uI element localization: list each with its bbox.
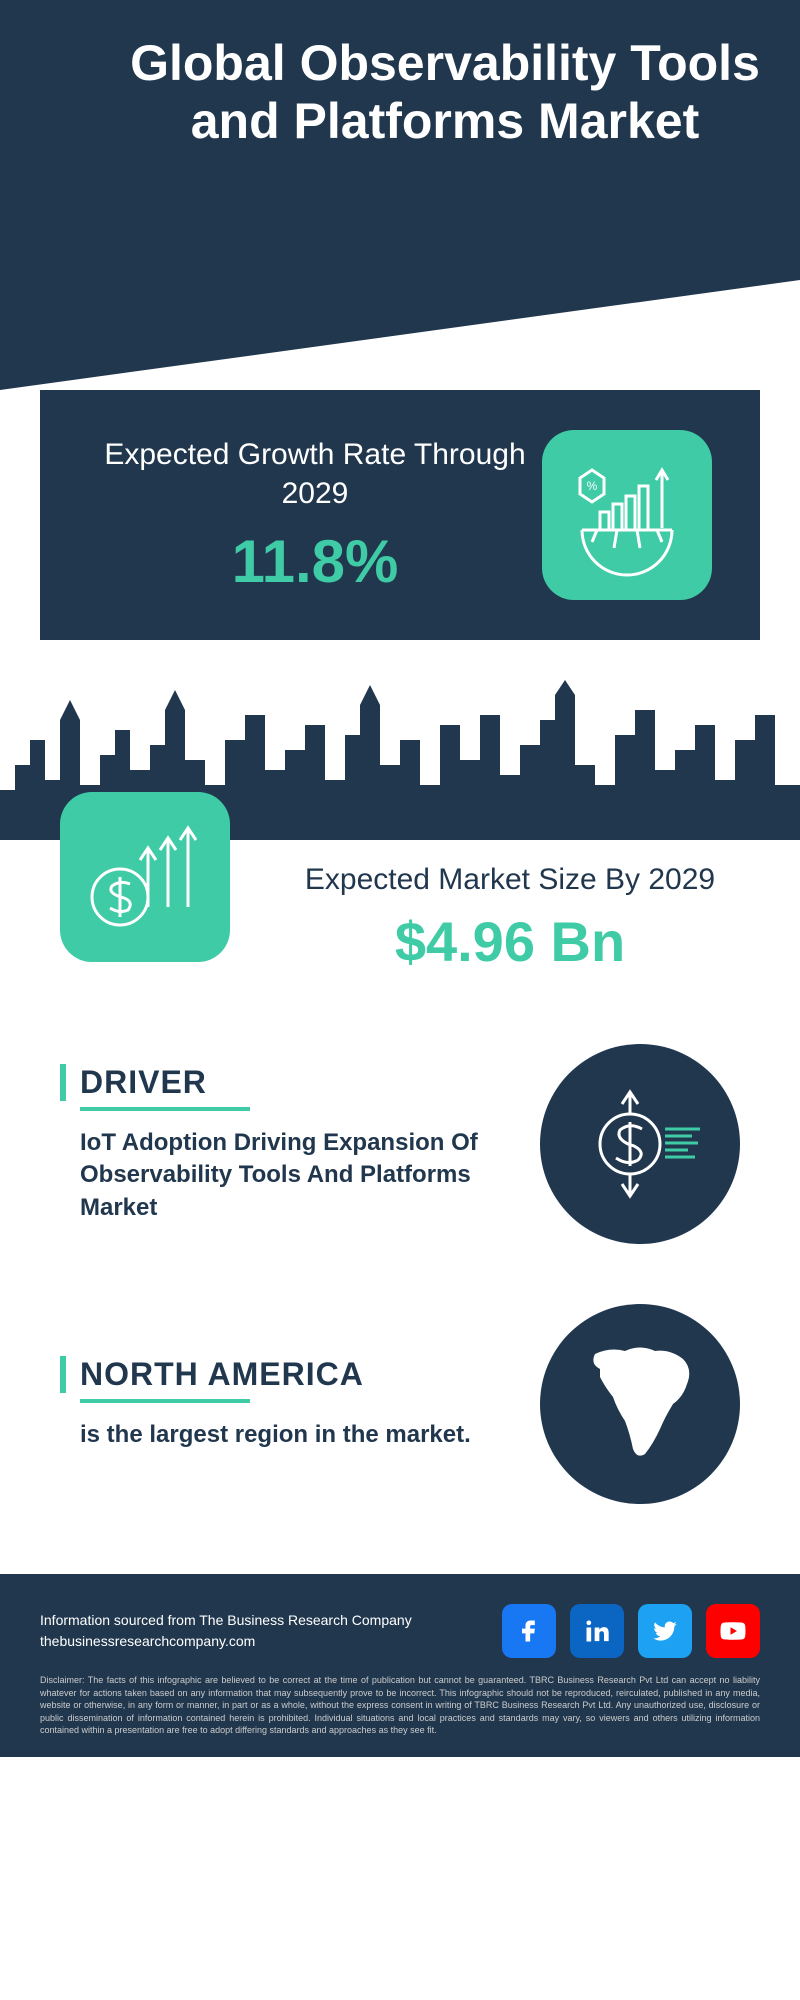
market-size-value: $4.96 Bn: [280, 909, 740, 974]
region-map-icon: [540, 1304, 740, 1504]
region-body: is the largest region in the market.: [60, 1419, 510, 1451]
linkedin-icon[interactable]: [570, 1604, 624, 1658]
market-size-label: Expected Market Size By 2029: [280, 860, 740, 899]
youtube-icon[interactable]: [706, 1604, 760, 1658]
growth-label: Expected Growth Rate Through 2029: [88, 435, 542, 513]
market-size-icon: [60, 792, 230, 962]
footer-source: Information sourced from The Business Re…: [40, 1610, 412, 1652]
region-text: NORTH AMERICA is the largest region in t…: [60, 1356, 510, 1451]
footer-source-line1: Information sourced from The Business Re…: [40, 1610, 412, 1631]
driver-heading: DRIVER: [60, 1064, 510, 1101]
market-size-text: Expected Market Size By 2029 $4.96 Bn: [280, 860, 740, 974]
footer-section: Information sourced from The Business Re…: [0, 1574, 800, 1757]
driver-underline: [80, 1107, 250, 1111]
region-heading: NORTH AMERICA: [60, 1356, 510, 1393]
footer-disclaimer: Disclaimer: The facts of this infographi…: [40, 1674, 760, 1737]
driver-section: DRIVER IoT Adoption Driving Expansion Of…: [0, 1014, 800, 1274]
header-section: Global Observability Tools and Platforms…: [0, 0, 800, 390]
driver-body: IoT Adoption Driving Expansion Of Observ…: [60, 1127, 510, 1224]
growth-value: 11.8%: [88, 527, 542, 596]
facebook-icon[interactable]: [502, 1604, 556, 1658]
growth-text: Expected Growth Rate Through 2029 11.8%: [88, 435, 542, 596]
twitter-icon[interactable]: [638, 1604, 692, 1658]
growth-rate-section: Expected Growth Rate Through 2029 11.8% …: [40, 390, 760, 640]
market-size-section: Expected Market Size By 2029 $4.96 Bn: [0, 840, 800, 1014]
social-links: [502, 1604, 760, 1658]
footer-top-row: Information sourced from The Business Re…: [40, 1604, 760, 1658]
driver-icon: [540, 1044, 740, 1244]
growth-chart-icon: %: [542, 430, 712, 600]
infographic-title: Global Observability Tools and Platforms…: [130, 35, 760, 150]
footer-source-line2: thebusinessresearchcompany.com: [40, 1631, 412, 1652]
region-underline: [80, 1399, 250, 1403]
driver-text: DRIVER IoT Adoption Driving Expansion Of…: [60, 1064, 510, 1224]
svg-text:%: %: [587, 479, 598, 493]
region-section: NORTH AMERICA is the largest region in t…: [0, 1274, 800, 1534]
